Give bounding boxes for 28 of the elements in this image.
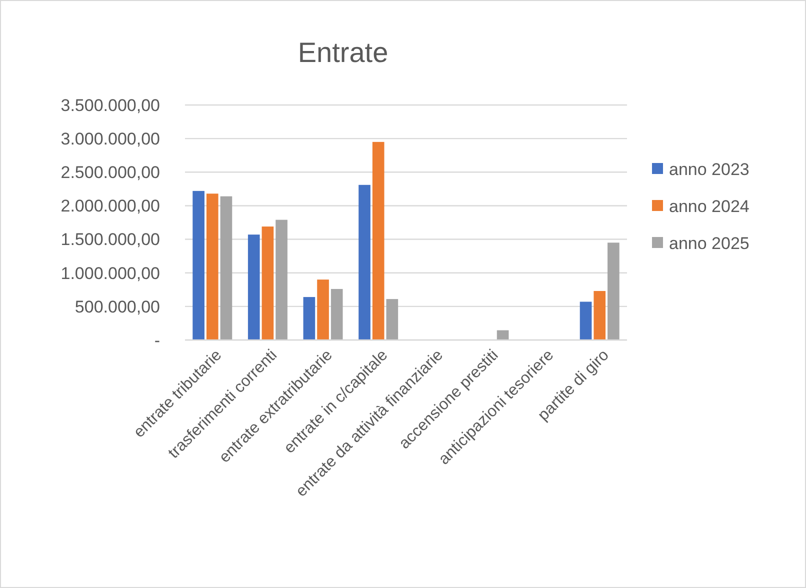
bar <box>192 190 204 340</box>
legend-label: anno 2024 <box>669 196 750 216</box>
y-tick-label: 3.500.000,00 <box>60 96 160 115</box>
bar <box>372 142 384 340</box>
chart-title: Entrate <box>298 37 388 68</box>
bar <box>330 288 343 340</box>
y-tick-label: 3.000.000,00 <box>60 130 160 149</box>
y-tick-label: 500.000,00 <box>74 297 160 316</box>
y-tick-label: 2.000.000,00 <box>60 196 160 216</box>
bar <box>206 194 218 340</box>
y-tick-label: 1.000.000,00 <box>60 264 160 283</box>
bar <box>580 302 592 340</box>
bar <box>317 280 329 340</box>
bar <box>608 242 620 340</box>
y-tick-label: - <box>154 330 160 350</box>
bar <box>303 297 316 340</box>
bar <box>220 196 232 340</box>
legend-label: anno 2025 <box>669 234 750 253</box>
bar <box>248 234 260 340</box>
bar <box>358 184 370 340</box>
bar <box>594 290 606 340</box>
bar <box>386 299 398 340</box>
y-tick-label: 1.500.000,00 <box>60 230 160 250</box>
bar <box>276 220 288 340</box>
bar <box>262 226 274 340</box>
y-tick-label: 2.500.000,00 <box>60 163 160 182</box>
bar <box>496 330 509 340</box>
legend-label: anno 2023 <box>669 160 750 179</box>
